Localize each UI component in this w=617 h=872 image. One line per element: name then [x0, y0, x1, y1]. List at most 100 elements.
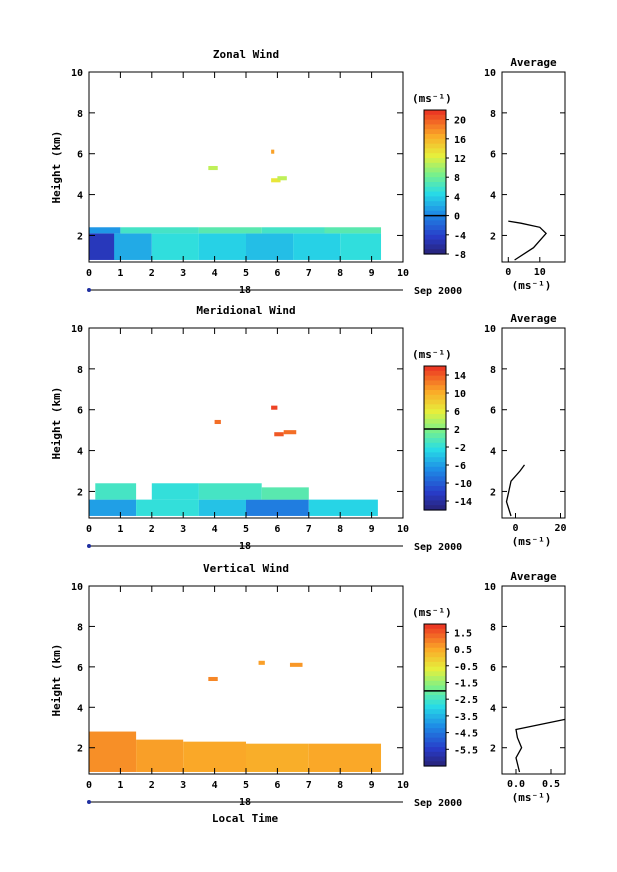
average-unit: (ms⁻¹): [512, 535, 552, 548]
x-tick-label: 0: [86, 780, 92, 791]
x-tick-label: 9: [369, 524, 375, 535]
colorbar-step: [424, 732, 446, 739]
colorbar-label: 1.5: [454, 628, 472, 639]
colorbar-step: [424, 638, 446, 644]
colorbar-label: 14: [454, 371, 466, 382]
date-marker: [87, 544, 91, 548]
colorbar-step: [424, 138, 446, 145]
y-tick-label: 2: [77, 487, 83, 498]
colorbar-step: [424, 119, 446, 125]
date-marker: [87, 800, 91, 804]
average-title: Average: [510, 312, 557, 325]
colorbar-step: [424, 380, 446, 386]
heatmap-cell: [151, 483, 199, 500]
x-tick-label: 3: [180, 524, 186, 535]
y-axis-label: Height (km): [50, 387, 63, 460]
colorbar-step: [424, 685, 446, 691]
colorbar-step: [424, 657, 446, 663]
colorbar-step: [424, 404, 446, 410]
colorbar-step: [424, 671, 446, 677]
colorbar-step: [424, 399, 446, 405]
avg-y-tick-label: 8: [490, 109, 496, 120]
x-tick-label: 2: [149, 268, 155, 279]
x-tick-label: 9: [369, 780, 375, 791]
colorbar-step: [424, 196, 446, 202]
x-tick-label: 3: [180, 268, 186, 279]
heatmap-cell: [271, 178, 281, 183]
date-label: Sep 2000: [414, 542, 462, 553]
heatmap-cell: [246, 743, 309, 772]
average-frame: [501, 327, 566, 519]
colorbar-step: [424, 153, 446, 159]
x-tick-label: 3: [180, 780, 186, 791]
heatmap-cell: [308, 499, 378, 516]
colorbar-label: -8: [454, 250, 466, 261]
colorbar-step: [424, 666, 446, 672]
colorbar-step: [424, 239, 446, 245]
x-tick-label: 0: [86, 524, 92, 535]
colorbar-step: [424, 495, 446, 501]
avg-x-tick-label: 0: [512, 523, 518, 534]
colorbar-step: [424, 129, 446, 135]
colorbar-step: [424, 713, 446, 720]
heatmap-cell: [324, 227, 382, 234]
heatmap-cell: [136, 739, 184, 772]
colorbar-frame: [423, 365, 447, 511]
colorbar-step: [424, 751, 446, 758]
colorbar-step: [424, 476, 446, 482]
colorbar-step: [424, 186, 446, 193]
heatmap-cell: [89, 499, 137, 516]
average-unit: (ms⁻¹): [512, 791, 552, 804]
x-tick-label: 8: [337, 780, 343, 791]
avg-y-tick-label: 10: [484, 582, 496, 593]
date-label: Sep 2000: [414, 286, 462, 297]
colorbar-step: [424, 747, 446, 753]
colorbar-step: [424, 390, 446, 396]
colorbar-step: [424, 210, 446, 217]
colorbar-label: 8: [454, 173, 460, 184]
colorbar-step: [424, 423, 446, 429]
colorbar-step: [424, 215, 446, 221]
colorbar-step: [424, 642, 446, 649]
x-tick-label: 6: [274, 524, 280, 535]
average-title: Average: [510, 570, 557, 583]
colorbar-label: 2: [454, 425, 460, 436]
heatmap-cell: [136, 499, 199, 516]
colorbar-step: [424, 385, 446, 391]
colorbar-step: [424, 742, 446, 748]
x-tick-label: 1: [117, 780, 123, 791]
x-tick-label: 10: [397, 268, 409, 279]
x-axis-label: Local Time: [212, 812, 279, 825]
x-tick-label: 0: [86, 268, 92, 279]
colorbar-step: [424, 418, 446, 425]
y-axis-label: Height (km): [50, 644, 63, 717]
x-tick-label: 2: [149, 524, 155, 535]
colorbar-step: [424, 409, 446, 415]
avg-y-tick-label: 2: [490, 487, 496, 498]
panel-title: Vertical Wind: [203, 562, 289, 575]
avg-y-tick-label: 4: [490, 703, 496, 714]
y-tick-label: 2: [77, 744, 83, 755]
avg-x-tick-label: 0: [505, 267, 511, 278]
colorbar-frame: [423, 109, 447, 255]
colorbar-label: 4: [454, 192, 460, 203]
y-tick-label: 4: [77, 703, 83, 714]
x-tick-label: 10: [397, 780, 409, 791]
heatmap-cell: [277, 176, 287, 181]
colorbar-step: [424, 486, 446, 492]
colorbar-label: -1.5: [454, 678, 478, 689]
colorbar-step: [424, 191, 446, 197]
x-tick-label: 8: [337, 268, 343, 279]
x-tick-label: 5: [243, 268, 249, 279]
colorbar-step: [424, 370, 446, 377]
colorbar-step: [424, 158, 446, 164]
colorbar-step: [424, 452, 446, 458]
colorbar-step: [424, 447, 446, 453]
heatmap-cell: [198, 483, 262, 500]
y-axis-label: Height (km): [50, 131, 63, 204]
avg-y-tick-label: 4: [490, 191, 496, 202]
colorbar-step: [424, 699, 446, 706]
colorbar-label: 20: [454, 116, 466, 127]
colorbar-step: [424, 462, 446, 468]
heatmap-cell: [293, 233, 341, 260]
